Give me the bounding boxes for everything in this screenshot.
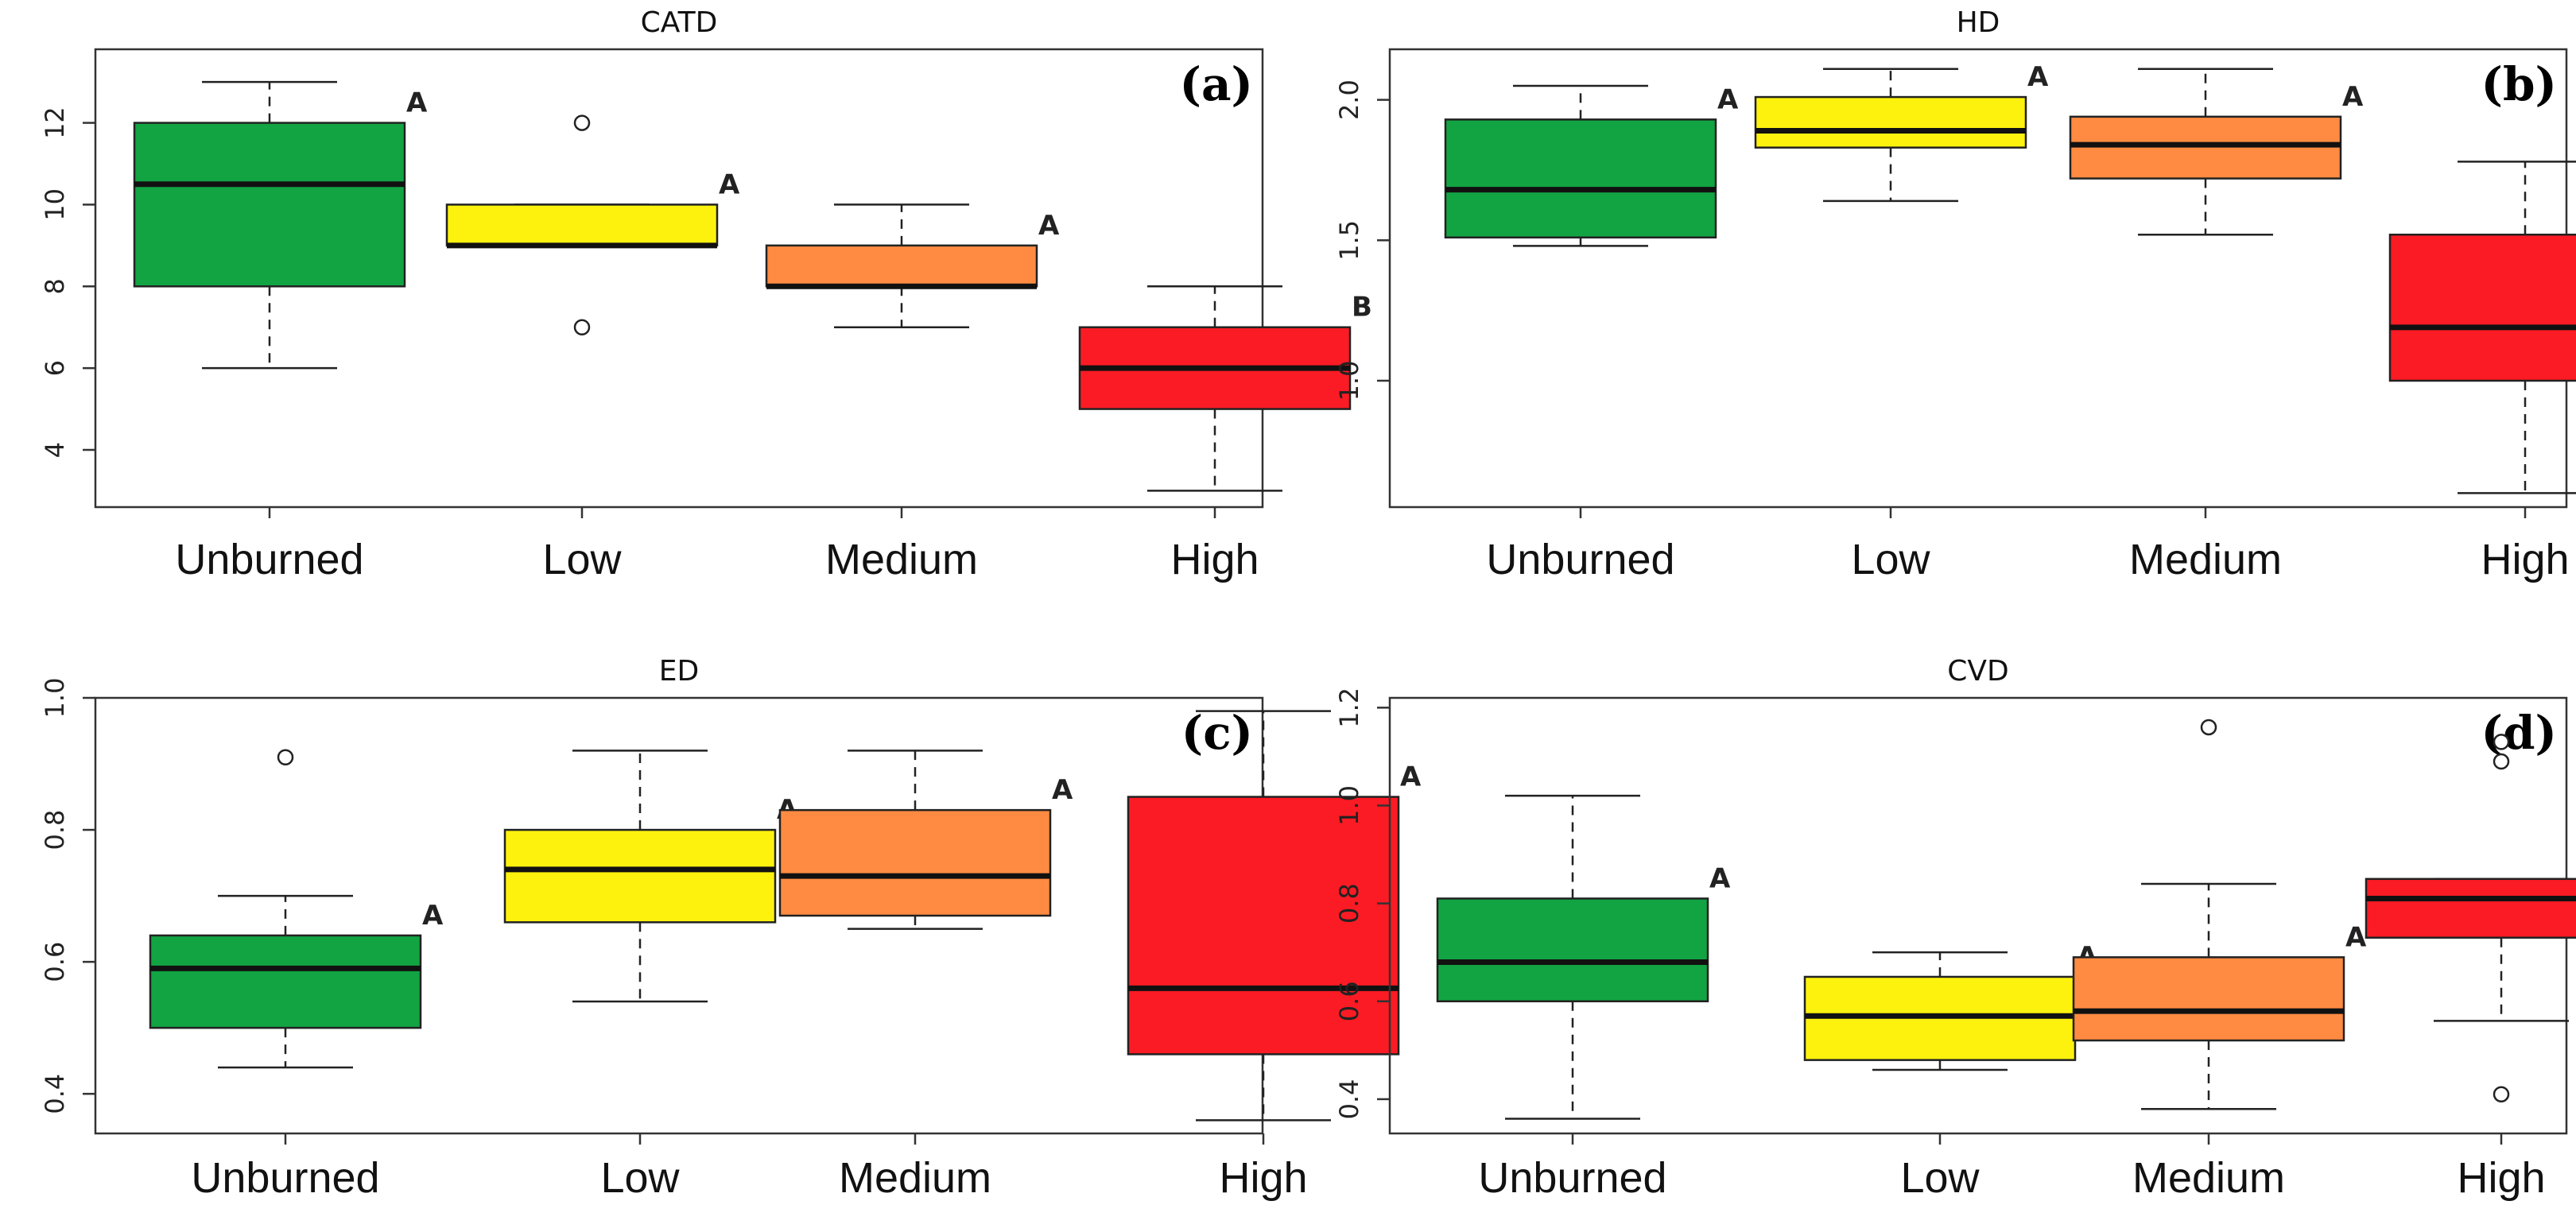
significance-letter: A [1717,83,1739,115]
panel-cvd: CVD(d)0.40.60.81.01.2AUnburnedALowAMediu… [1334,655,2576,1202]
box-low: A Low [1754,61,2049,583]
category-label-high: High [2481,536,2569,583]
significance-letter: A [406,87,428,119]
box-iqr [1127,796,1400,1056]
category-label-low: Low [1851,536,1930,583]
panel-title: CATD [641,6,718,39]
y-tick-label: 0.6 [1334,981,1364,1021]
box-medium: A Medium [765,203,1060,583]
category-label-unburned: Unburned [175,536,363,583]
category-label-high: High [1170,536,1259,583]
category-label-medium: Medium [2132,1154,2285,1202]
category-label-unburned: Unburned [1478,1154,1666,1202]
y-tick-label: 12 [40,107,70,139]
box-iqr [133,122,406,288]
y-tick-label: 8 [40,278,70,294]
box-iqr [2365,878,2576,939]
outlier-point [2493,734,2510,750]
box-low: A Low [445,114,740,583]
panel-title: CVD [1947,655,2008,688]
y-tick-label: 10 [40,188,70,221]
category-label-low: Low [542,536,622,583]
outlier-point [2200,719,2217,736]
panel-title: HD [1957,6,2000,39]
category-label-unburned: Unburned [1486,536,1674,583]
y-tick-label: 1.0 [40,678,70,719]
category-label-low: Low [1900,1154,1980,1202]
category-label-high: High [2457,1154,2545,1202]
panel-catd: CATD (a) 4 6 8 10 12 A Unburned A Low A Medium B High [40,6,1372,583]
panel-hd: HD(b)1.01.52.0AUnburnedALowAMediumBHigh [1334,6,2576,583]
box-unburned: A Unburned [1444,83,1739,583]
box-high: A High [1127,710,1422,1202]
significance-letter: A [1038,210,1060,242]
box-iqr [1436,897,1709,1003]
box-unburned: A Unburned [149,749,444,1202]
outlier-point [2493,753,2510,770]
y-tick-label: 4 [40,442,70,458]
panel-label: (c) [1181,706,1253,760]
category-label-medium: Medium [825,536,978,583]
panel-label: (b) [2481,57,2557,111]
outlier-point [277,749,294,765]
significance-letter: A [2342,81,2364,113]
significance-letter: B [1352,292,1372,323]
box-medium: A Medium [2069,68,2364,583]
box-iqr [149,934,422,1029]
panel-label: (d) [2481,706,2557,760]
category-label-medium: Medium [2129,536,2282,583]
y-tick-label: 0.4 [40,1074,70,1114]
box-medium: A Medium [2072,719,2367,1202]
panel-title: ED [659,655,699,688]
y-tick-label: 1.2 [1334,688,1364,728]
y-tick-label: 2.0 [1334,79,1364,120]
significance-letter: A [1052,774,1073,806]
panel-label: (a) [1180,57,1253,111]
significance-letter: A [2027,61,2049,93]
box-iqr [2072,956,2345,1042]
y-tick-label: 1.0 [1334,785,1364,826]
box-iqr [778,808,1052,917]
category-label-unburned: Unburned [191,1154,379,1202]
significance-letter: A [1709,862,1731,894]
box-iqr [2069,115,2342,180]
significance-letter: A [1400,761,1422,793]
box-iqr [2388,233,2576,382]
y-tick-label: 0.6 [40,942,70,982]
significance-letter: A [2345,921,2367,953]
box-iqr [503,828,777,924]
box-unburned: A Unburned [133,80,428,583]
box-iqr [765,244,1038,288]
box-medium: A Medium [778,750,1073,1202]
category-label-high: High [1219,1154,1307,1202]
outlier-point [2493,1086,2510,1102]
y-tick-label: 6 [40,360,70,376]
y-tick-label: 0.4 [1334,1079,1364,1119]
category-label-low: Low [600,1154,680,1202]
significance-letter: A [422,900,444,932]
box-unburned: A Unburned [1436,794,1731,1202]
y-tick-label: 1.5 [1334,220,1364,261]
box-iqr [445,203,719,247]
significance-letter: A [719,169,740,200]
y-tick-label: 0.8 [40,810,70,850]
box-iqr [1754,95,2027,149]
y-tick-label: 1.0 [1334,361,1364,401]
category-label-medium: Medium [839,1154,991,1202]
box-iqr [1444,118,1717,239]
plot-frame [94,48,1264,509]
outlier-point [573,114,591,131]
box-high: B High [1078,285,1372,583]
outlier-point [573,319,591,335]
y-tick-label: 0.8 [1334,883,1364,924]
